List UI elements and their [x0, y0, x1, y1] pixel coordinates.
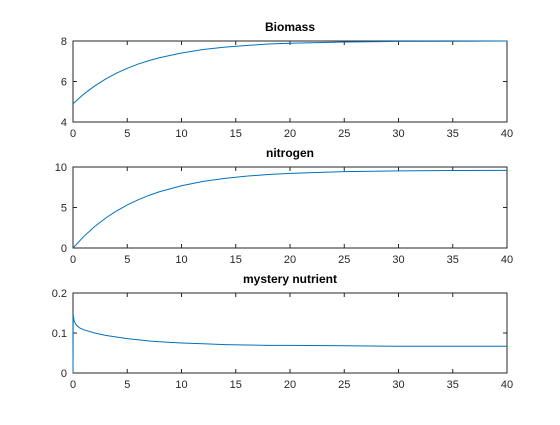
y-tick-label: 4 — [61, 117, 67, 129]
data-line — [72, 314, 507, 374]
x-tick-label: 35 — [447, 254, 459, 266]
x-tick-label: 20 — [284, 254, 296, 266]
y-tick-label: 6 — [61, 77, 67, 89]
chart-title: mystery nutrient — [243, 272, 337, 286]
x-tick-label: 25 — [338, 379, 350, 391]
x-tick-label: 5 — [124, 128, 130, 140]
x-tick-label: 35 — [447, 128, 459, 140]
x-tick-label: 40 — [501, 254, 513, 266]
x-tick-label: 30 — [392, 254, 404, 266]
y-tick-label: 0 — [61, 368, 67, 380]
y-tick-label: 0.1 — [52, 328, 67, 340]
subplot: Biomass 0 5 10 15 20 25 30 35 40 4 6 8 — [61, 20, 513, 140]
axes-box — [72, 166, 508, 249]
x-tick-label: 0 — [70, 379, 76, 391]
x-tick-label: 5 — [124, 254, 130, 266]
x-tick-label: 10 — [175, 379, 187, 391]
x-tick-label: 30 — [392, 128, 404, 140]
x-tick-label: 10 — [175, 254, 187, 266]
x-tick-label: 30 — [392, 379, 404, 391]
y-tick-label: 10 — [55, 162, 67, 174]
x-tick-label: 40 — [501, 379, 513, 391]
x-tick-label: 5 — [124, 379, 130, 391]
y-tick-label: 5 — [61, 203, 67, 215]
data-line — [72, 169, 508, 249]
x-tick-label: 0 — [70, 254, 76, 266]
x-tick-label: 15 — [230, 254, 242, 266]
x-tick-label: 25 — [338, 128, 350, 140]
y-tick-label: 8 — [61, 36, 67, 48]
x-tick-label: 20 — [284, 128, 296, 140]
x-tick-label: 35 — [447, 379, 459, 391]
x-tick-label: 10 — [175, 128, 187, 140]
y-tick-label: 0 — [61, 243, 67, 255]
subplot: mystery nutrient 0 5 10 15 20 25 30 35 40 0 0.1 0.2 — [52, 272, 513, 391]
y-tick-label: 0.2 — [52, 288, 67, 300]
chart-title: Biomass — [265, 20, 315, 34]
axes-box — [72, 40, 508, 123]
x-tick-label: 40 — [501, 128, 513, 140]
chart-title: nitrogen — [266, 146, 314, 160]
x-tick-label: 25 — [338, 254, 350, 266]
x-tick-label: 20 — [284, 379, 296, 391]
x-tick-label: 15 — [230, 128, 242, 140]
x-tick-label: 0 — [70, 128, 76, 140]
axes-box — [72, 292, 508, 374]
data-line — [72, 40, 508, 105]
subplot: nitrogen 0 5 10 15 20 25 30 35 40 0 5 10 — [55, 146, 513, 266]
x-tick-label: 15 — [230, 379, 242, 391]
